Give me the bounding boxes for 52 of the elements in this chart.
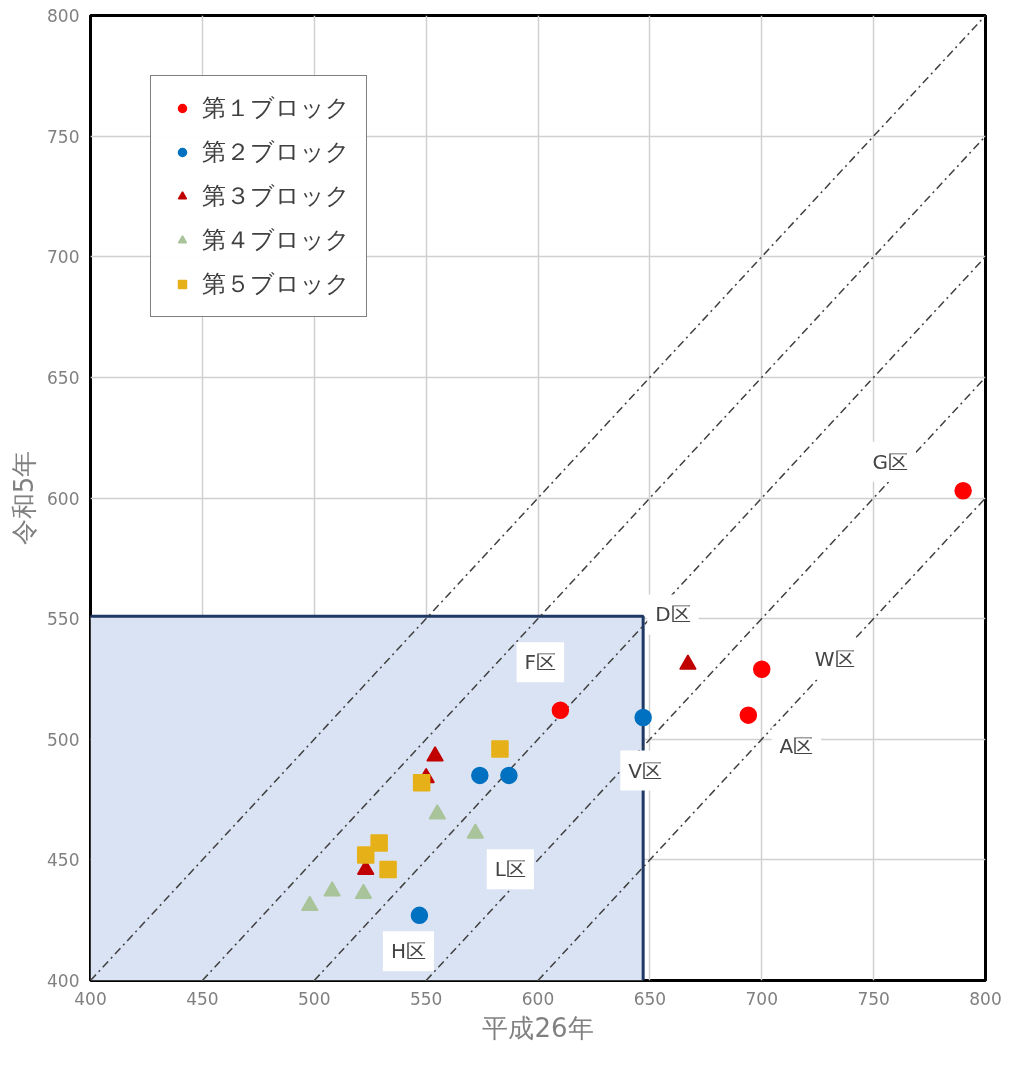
point: [954, 482, 972, 500]
legend-label: 第５ブロック: [202, 269, 350, 300]
x-tick-label: 450: [186, 988, 219, 1009]
y-tick-label: 500: [47, 729, 80, 750]
point: [753, 660, 771, 679]
point: [471, 766, 489, 785]
y-tick-label: 650: [47, 367, 80, 388]
point: [551, 701, 570, 720]
x-tick-label: 500: [298, 988, 331, 1009]
point: [410, 906, 429, 925]
y-tick-label: 600: [47, 488, 80, 509]
annotation: G区: [872, 449, 908, 474]
x-tick-label: 650: [633, 988, 667, 1009]
annotation: D区: [655, 602, 691, 627]
point: [491, 740, 509, 758]
point: [323, 881, 341, 897]
x-tick-label: 600: [521, 988, 555, 1009]
point: [634, 708, 652, 727]
annotation: A区: [779, 734, 814, 759]
point: [739, 706, 758, 724]
y-axis-title: 令和5年: [9, 450, 40, 546]
y-tick-label: 700: [47, 247, 80, 268]
y-tick-label: 750: [47, 126, 80, 147]
annotation: F区: [524, 650, 557, 675]
x-tick-label: 400: [74, 988, 107, 1009]
point: [428, 804, 447, 820]
point: [412, 773, 431, 792]
point: [370, 834, 388, 852]
point: [426, 746, 444, 762]
annotation: W区: [814, 647, 855, 672]
point: [466, 823, 485, 839]
legend-label: 第３ブロック: [202, 181, 350, 212]
legend-label: 第２ブロック: [202, 137, 350, 168]
x-tick-label: 750: [857, 988, 890, 1009]
point: [356, 846, 375, 864]
legend-label: 第１ブロック: [202, 93, 350, 124]
x-tick-label: 550: [409, 988, 443, 1009]
point: [301, 895, 319, 912]
annotation: H区: [390, 939, 426, 964]
x-tick-label: 800: [969, 988, 1002, 1009]
annotation: L区: [494, 857, 526, 882]
point: [354, 883, 373, 900]
y-tick-label: 400: [47, 971, 80, 991]
point: [500, 766, 518, 785]
y-tick-label: 450: [47, 850, 80, 871]
y-tick-label: 550: [47, 609, 80, 630]
y-tick-label: 800: [47, 6, 80, 26]
x-axis-title: 平成26年: [482, 1012, 594, 1043]
legend-label: 第４ブロック: [202, 225, 350, 256]
x-tick-label: 700: [745, 988, 778, 1009]
point: [379, 860, 397, 879]
annotation: V区: [628, 758, 663, 783]
